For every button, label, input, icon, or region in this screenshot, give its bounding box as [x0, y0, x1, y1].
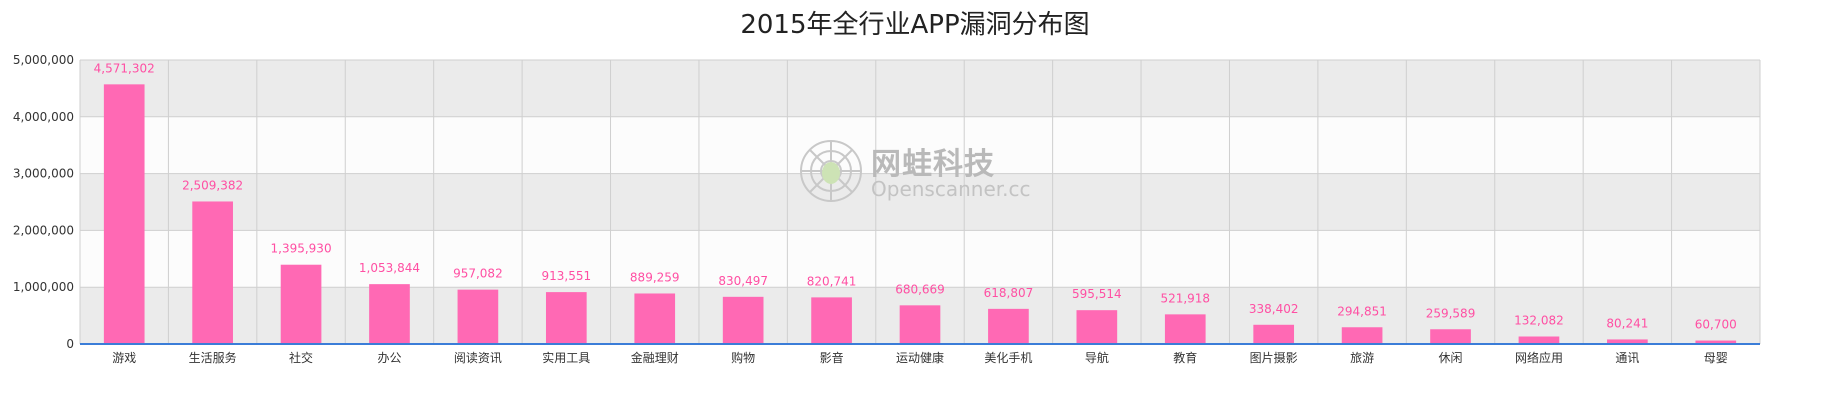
x-tick-label: 母婴 [1704, 351, 1728, 365]
bar [103, 84, 145, 345]
watermark-title: 网蛙科技 [871, 147, 995, 182]
plot-band [80, 116, 1760, 174]
x-tick-label: 导航 [1085, 350, 1109, 365]
x-tick-label: 金融理财 [631, 350, 679, 365]
x-tick-label: 通讯 [1615, 351, 1639, 365]
data-label: 259,589 [1426, 306, 1476, 320]
data-label: 889,259 [630, 270, 680, 284]
x-tick-label: 旅游 [1350, 351, 1374, 365]
x-tick-label: 游戏 [112, 351, 136, 365]
chart-title: 2015年全行业APP漏洞分布图 [740, 10, 1090, 40]
data-label: 1,053,844 [359, 261, 420, 275]
y-tick-label: 5,000,000 [13, 53, 74, 67]
x-tick-label: 生活服务 [189, 350, 237, 365]
data-label: 338,402 [1249, 302, 1299, 316]
data-label: 60,700 [1695, 318, 1737, 332]
data-label: 521,918 [1160, 291, 1210, 305]
data-label: 132,082 [1514, 313, 1564, 327]
plot-band [80, 230, 1760, 288]
bar [988, 308, 1029, 344]
bar [722, 296, 764, 344]
x-tick-label: 社交 [289, 350, 313, 365]
bar [192, 201, 233, 344]
data-label: 2,509,382 [182, 178, 243, 192]
plot-band [80, 60, 1760, 117]
y-tick-label: 1,000,000 [13, 280, 74, 294]
x-tick-label: 美化手机 [984, 351, 1032, 365]
data-label: 4,571,302 [94, 61, 155, 75]
bar [1695, 340, 1737, 344]
x-tick-label: 教育 [1173, 350, 1197, 365]
spider-web-logo-icon [800, 140, 862, 202]
bar [1253, 324, 1295, 344]
bar [1076, 310, 1118, 344]
watermark-subtitle: Openscanner.cc [871, 177, 1031, 201]
y-tick-label: 0 [66, 337, 74, 351]
y-tick-label: 2,000,000 [13, 223, 74, 237]
data-label: 680,669 [895, 282, 945, 296]
x-tick-label: 实用工具 [542, 350, 590, 365]
bar [369, 284, 410, 344]
data-label: 820,741 [807, 274, 857, 288]
data-label: 1,395,930 [271, 242, 332, 256]
x-tick-label: 图片摄影 [1250, 350, 1298, 365]
x-tick-label: 购物 [731, 350, 755, 365]
data-label: 80,241 [1606, 316, 1648, 330]
x-tick-label: 影音 [820, 350, 844, 365]
y-tick-label: 4,000,000 [13, 110, 74, 124]
data-label: 913,551 [542, 269, 592, 283]
bar [1430, 329, 1471, 344]
data-label: 294,851 [1337, 304, 1387, 318]
bar [634, 293, 676, 344]
bar [545, 292, 587, 344]
data-label: 957,082 [453, 267, 503, 281]
data-label: 618,807 [984, 286, 1034, 300]
data-label: 595,514 [1072, 287, 1122, 301]
bar [1164, 314, 1206, 344]
x-tick-label: 休闲 [1439, 351, 1463, 365]
bar [1607, 339, 1648, 344]
bar [280, 264, 322, 344]
x-tick-label: 网络应用 [1515, 350, 1563, 365]
x-tick-label: 阅读资讯 [454, 351, 502, 365]
y-tick-label: 3,000,000 [13, 167, 74, 181]
bar [1341, 327, 1383, 344]
watermark: 网蛙科技 Openscanner.cc [795, 135, 1035, 205]
x-tick-label: 运动健康 [896, 350, 944, 365]
plot-band [80, 173, 1760, 231]
data-label: 830,497 [718, 274, 768, 288]
bar [811, 297, 852, 344]
bar [1518, 336, 1560, 344]
bar [457, 289, 499, 344]
x-tick-label: 办公 [377, 350, 401, 365]
bar [899, 305, 941, 344]
